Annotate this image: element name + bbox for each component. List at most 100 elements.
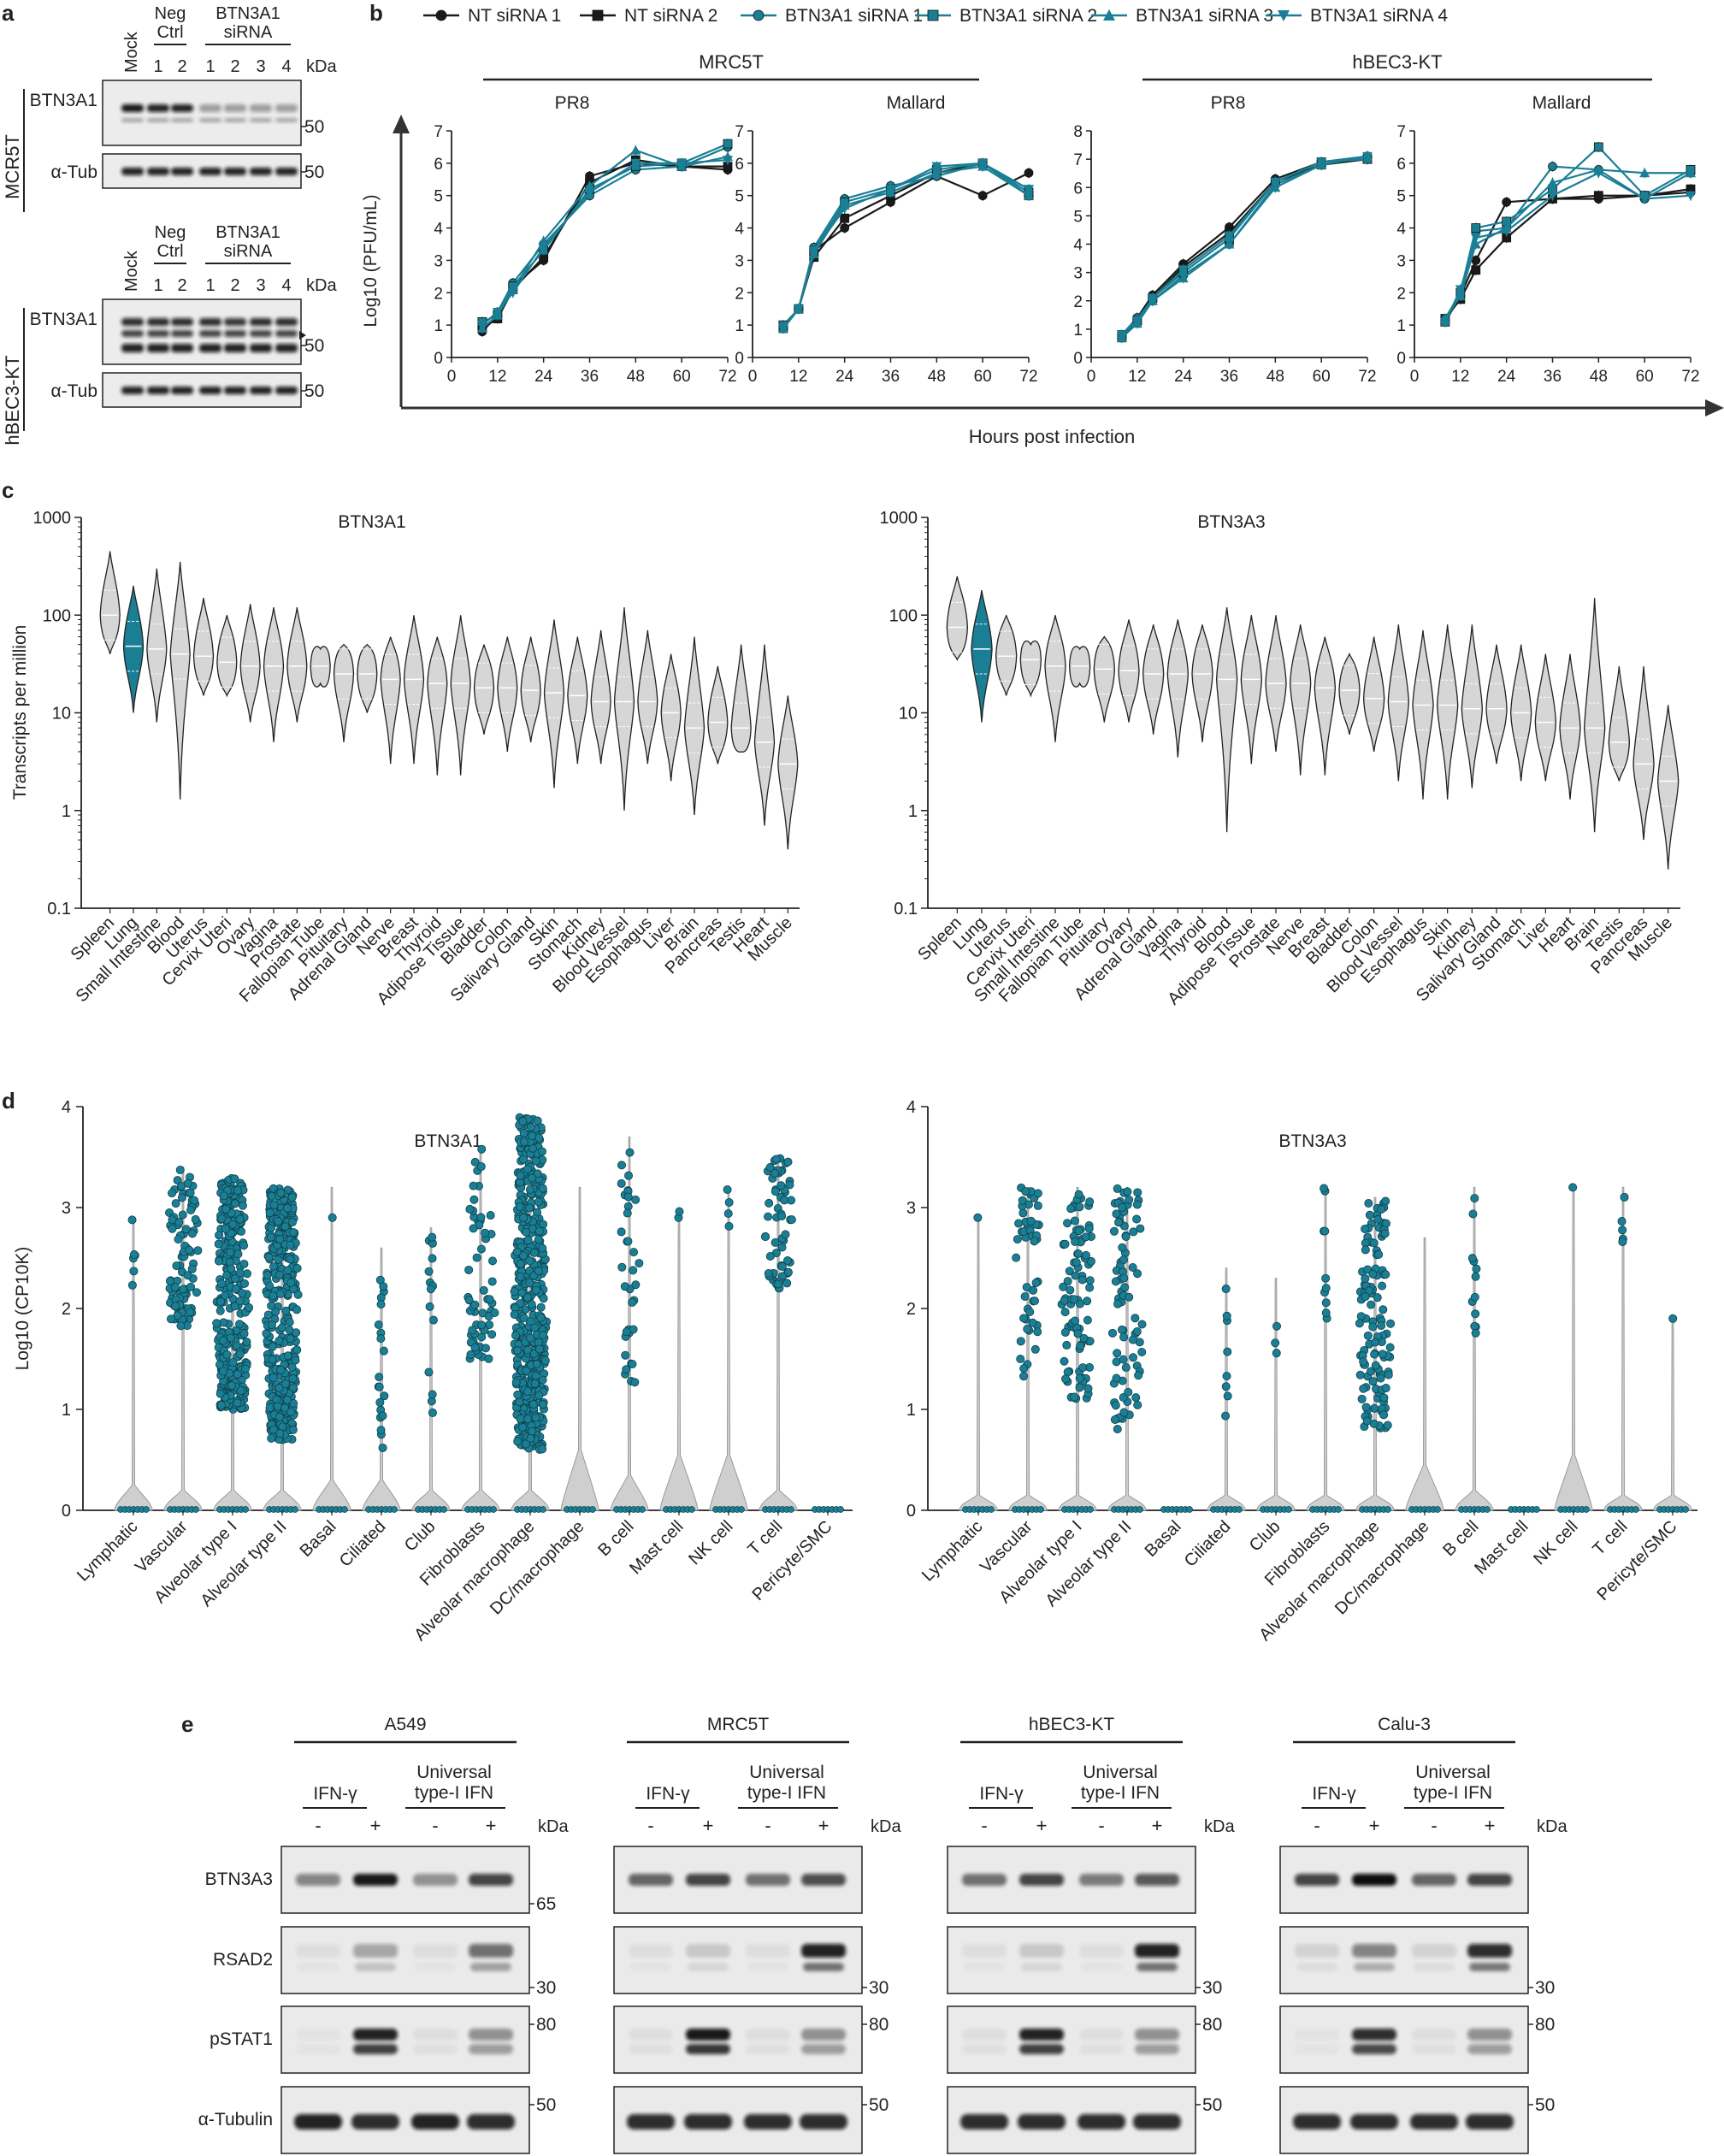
data-point [233,1398,242,1408]
y-tick-label: 2 [434,285,443,303]
data-point [519,1128,528,1137]
blot-band [1293,2114,1341,2129]
data-point [523,1165,532,1174]
violin [403,615,425,765]
sign-label: - [315,1815,321,1836]
data-point [375,1397,385,1407]
data-point [617,1178,626,1188]
data-point [1037,1506,1044,1513]
marker-label: 50 [1202,2095,1222,2115]
y-tick-label: 2 [1073,293,1083,311]
data-point [534,1235,543,1244]
data-point [1502,197,1512,207]
data-point [1119,1408,1129,1417]
data-point [584,180,595,191]
data-point [228,1220,238,1229]
treatment-type1: type-I IFN [415,1783,493,1803]
data-point [1132,1326,1142,1336]
data-point [440,1506,447,1513]
sign-label: - [981,1815,987,1836]
subplot-title: Mallard [1532,93,1591,113]
data-point [1620,1192,1629,1202]
data-point [793,304,804,315]
data-point [988,1506,995,1513]
y-tick-label: 7 [735,123,744,141]
data-point [230,1274,239,1284]
data-point [1110,1415,1119,1424]
blot-band [275,318,298,326]
data-point [533,1169,542,1178]
data-point [885,185,896,195]
blot-band [629,1944,673,1958]
data-point [464,1265,474,1274]
data-point [1078,1275,1087,1285]
sign-label: + [1152,1815,1163,1836]
marker-label: 30 [869,1978,889,1998]
data-point [179,1285,188,1294]
data-point [233,1249,243,1259]
data-point [280,1222,290,1232]
data-point [287,1218,297,1227]
data-point [1321,1284,1331,1293]
marker-label: 50 [536,2095,556,2115]
blot-band [147,344,169,352]
legend-entry: NT siRNA 2 [580,6,717,26]
treatment-type1: Universal [749,1763,824,1782]
data-point [222,1350,232,1360]
data-point [214,1239,223,1249]
row-label-tub: α-Tub [50,162,97,182]
y-tick-label: 0.1 [894,900,918,919]
marker-label: 30 [1535,1978,1555,1998]
data-point [1018,1196,1027,1205]
data-point [617,1262,627,1272]
data-point [531,1285,540,1295]
violin [1306,1186,1345,1511]
data-point [513,1346,523,1356]
data-point [274,1217,283,1226]
y-axis-title: Transcripts per million [10,625,30,800]
data-point [1133,1400,1142,1409]
data-point [1472,1264,1481,1273]
blot-band [1295,2029,1339,2041]
data-point [1023,1324,1032,1333]
data-point [526,1333,535,1343]
violin [1019,640,1042,698]
data-point [428,1254,437,1263]
blot-band [1467,1944,1512,1958]
data-point [777,323,788,334]
violin [1093,635,1116,723]
blot-band [275,118,298,122]
data-point [765,1252,775,1261]
data-point [522,1439,531,1449]
data-point [219,1191,228,1201]
marker-label: 80 [1202,2015,1222,2035]
violin [759,1156,798,1511]
treatment-type1: Universal [1083,1763,1158,1782]
data-point [1060,1296,1069,1305]
violin [1559,653,1581,800]
data-point [1087,1506,1094,1513]
data-point [289,1228,298,1237]
x-tick-label: 24 [534,368,553,386]
data-point [1378,1281,1387,1291]
blot-band [467,2114,515,2129]
data-point [1112,1209,1121,1219]
data-point [235,1350,245,1359]
legend-label: BTN3A1 siRNA 4 [1310,6,1448,26]
data-point [280,1403,290,1413]
data-point [328,1213,337,1222]
kda-label: kDa [1204,1817,1235,1836]
data-point [1321,1298,1331,1308]
blot-band [469,1874,513,1886]
blot-band [296,2029,340,2041]
data-point [777,1212,787,1221]
data-point [529,1350,539,1359]
violin [1387,624,1410,782]
data-point [378,1443,387,1452]
y-tick-label: 5 [434,188,443,206]
data-point [219,1367,228,1376]
y-tick-label: 7 [1073,151,1083,169]
violin [753,644,776,826]
sign-label: - [1098,1815,1104,1836]
